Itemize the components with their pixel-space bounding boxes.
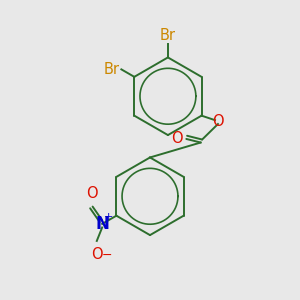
Text: −: − — [102, 249, 113, 262]
Text: +: + — [104, 212, 113, 222]
Text: O: O — [171, 130, 183, 146]
Text: O: O — [212, 113, 224, 128]
Text: Br: Br — [160, 28, 176, 43]
Text: O: O — [86, 186, 98, 201]
Text: Br: Br — [104, 62, 120, 77]
Text: N: N — [95, 215, 109, 233]
Text: O: O — [91, 247, 103, 262]
